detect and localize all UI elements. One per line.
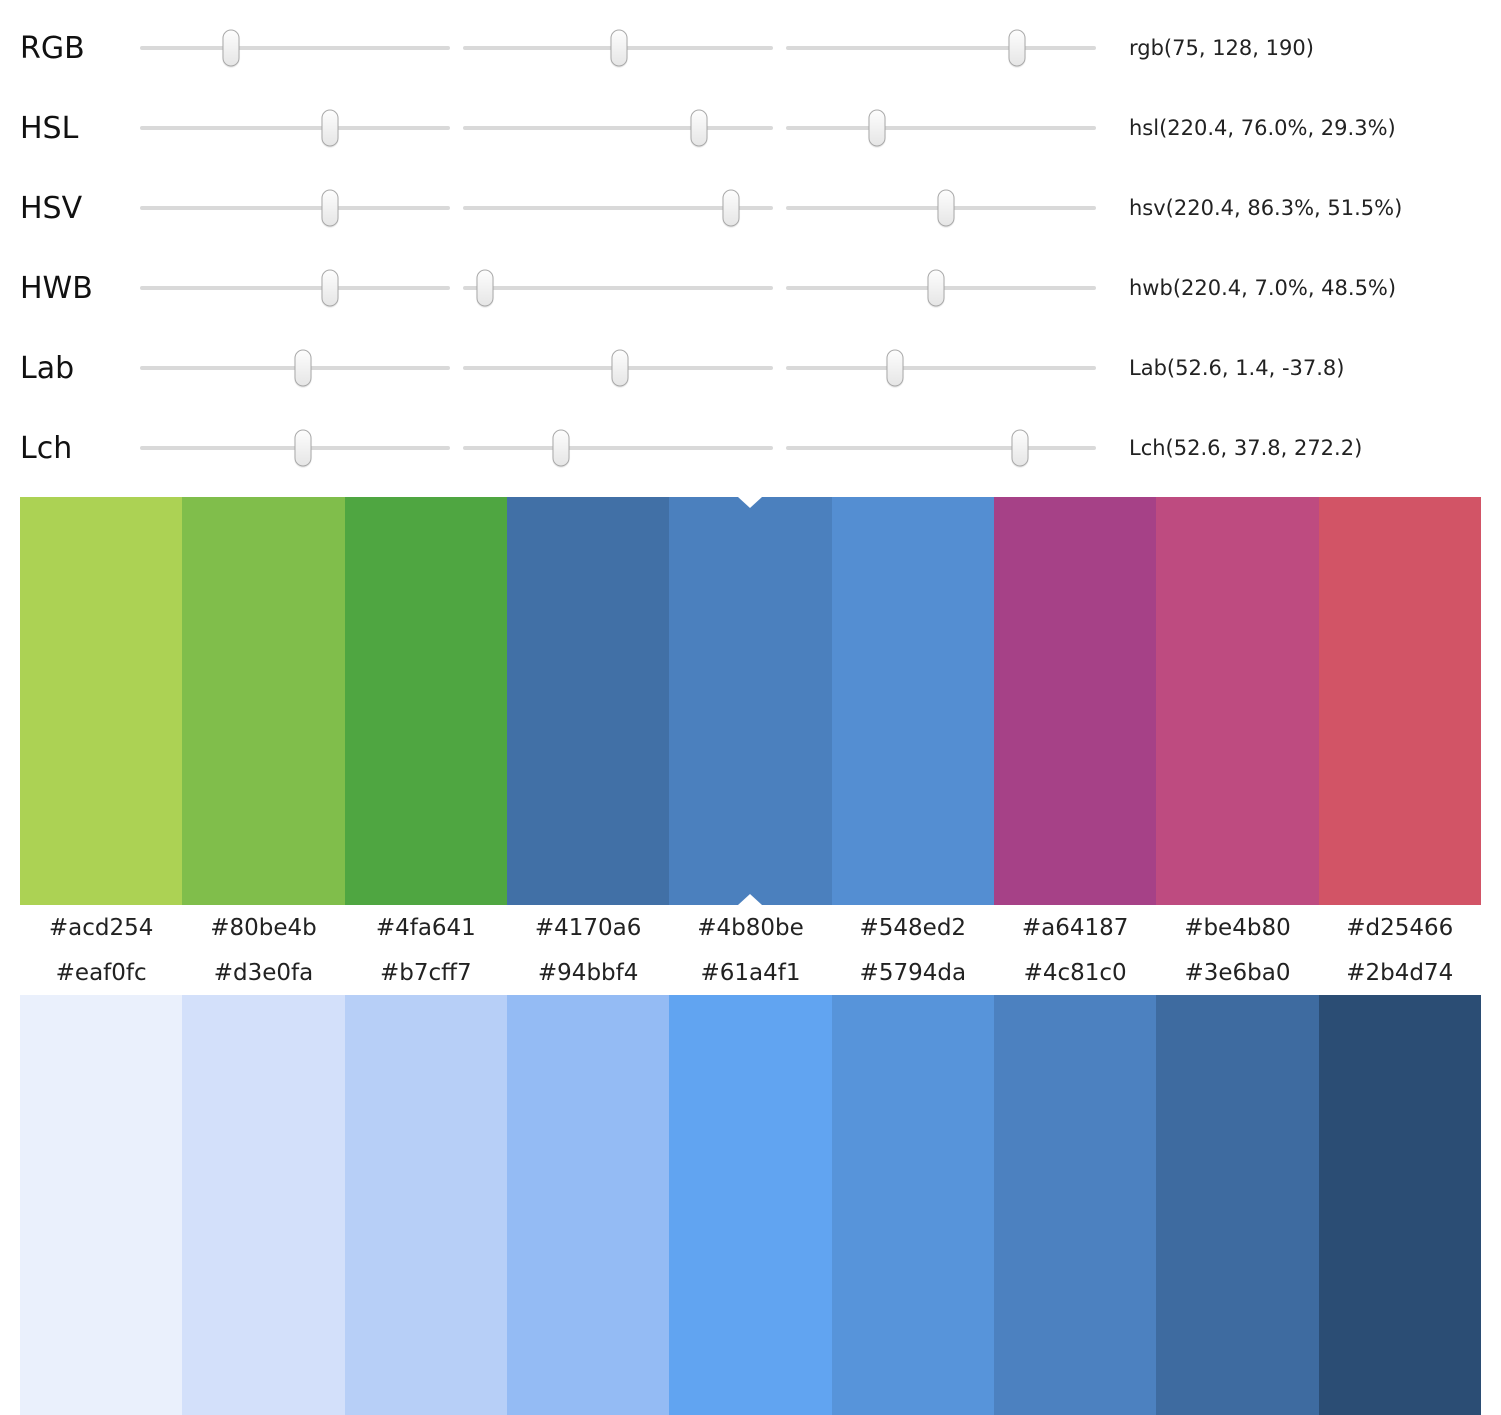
- slider-row-lab: Lab Lab(52.6, 1.4, -37.8): [0, 328, 1501, 408]
- hex-label: #acd254: [48, 914, 154, 941]
- hex-label: #61a4f1: [700, 959, 801, 986]
- hex-label: #4b80be: [697, 914, 804, 941]
- slider-thumb[interactable]: [294, 429, 312, 467]
- hsl-slider-l[interactable]: [786, 106, 1096, 150]
- hue-swatch[interactable]: [1318, 497, 1481, 905]
- slider-thumb[interactable]: [321, 269, 339, 307]
- hue-swatch[interactable]: [1156, 497, 1319, 905]
- lab-slider-l[interactable]: [140, 346, 450, 390]
- slider-thumb[interactable]: [886, 349, 904, 387]
- slider-thumb[interactable]: [868, 109, 886, 147]
- hex-label: #5794da: [859, 959, 967, 986]
- hwb-slider-h[interactable]: [140, 266, 450, 310]
- hex-label: #4c81c0: [1023, 959, 1127, 986]
- shade-swatch[interactable]: [669, 995, 832, 1415]
- slider-row-hsv: HSV hsv(220.4, 86.3%, 51.5%): [0, 168, 1501, 248]
- slider-thumb[interactable]: [1008, 29, 1026, 67]
- hex-label: #2b4d74: [1346, 959, 1454, 986]
- hwb-slider-b[interactable]: [786, 266, 1096, 310]
- hue-swatch[interactable]: [344, 497, 507, 905]
- hsv-value-text: hsv(220.4, 86.3%, 51.5%): [1129, 196, 1403, 220]
- hwb-value-text: hwb(220.4, 7.0%, 48.5%): [1129, 276, 1397, 300]
- hsv-slider-h[interactable]: [140, 186, 450, 230]
- hue-swatch[interactable]: [993, 497, 1157, 905]
- shade-hex-labels: #eaf0fc #d3e0fa #b7cff7 #94bbf4 #61a4f1 …: [20, 950, 1481, 995]
- hsl-label: HSL: [20, 110, 79, 146]
- lab-slider-b[interactable]: [786, 346, 1096, 390]
- slider-thumb[interactable]: [927, 269, 945, 307]
- slider-row-hwb: HWB hwb(220.4, 7.0%, 48.5%): [0, 248, 1501, 328]
- hex-label: #d3e0fa: [213, 959, 314, 986]
- hsl-slider-s[interactable]: [463, 106, 773, 150]
- hex-label: #4170a6: [534, 914, 642, 941]
- lab-slider-a[interactable]: [463, 346, 773, 390]
- hex-label: #eaf0fc: [55, 959, 147, 986]
- shade-palette: [20, 995, 1481, 1415]
- shade-swatch[interactable]: [1318, 995, 1481, 1415]
- lab-label: Lab: [20, 350, 75, 386]
- hsv-label: HSV: [20, 190, 83, 226]
- hue-palette: [20, 497, 1481, 905]
- lab-value-text: Lab(52.6, 1.4, -37.8): [1129, 356, 1345, 380]
- slider-row-rgb: RGB rgb(75, 128, 190): [0, 8, 1501, 88]
- color-sliders-panel: RGB rgb(75, 128, 190) HSL hsl(220.4, 76.…: [0, 0, 1501, 488]
- slider-thumb[interactable]: [1011, 429, 1029, 467]
- slider-thumb[interactable]: [722, 189, 740, 227]
- slider-thumb[interactable]: [294, 349, 312, 387]
- lch-slider-l[interactable]: [140, 426, 450, 470]
- lch-label: Lch: [20, 430, 73, 466]
- hex-label: #3e6ba0: [1184, 959, 1291, 986]
- hex-label: #be4b80: [1184, 914, 1291, 941]
- hex-label: #b7cff7: [380, 959, 472, 986]
- hue-swatch-selected[interactable]: [669, 497, 832, 905]
- hue-swatch[interactable]: [506, 497, 670, 905]
- shade-swatch[interactable]: [20, 995, 183, 1415]
- lch-value-text: Lch(52.6, 37.8, 272.2): [1129, 436, 1363, 460]
- rgb-slider-r[interactable]: [140, 26, 450, 70]
- slider-row-hsl: HSL hsl(220.4, 76.0%, 29.3%): [0, 88, 1501, 168]
- shade-swatch[interactable]: [1156, 995, 1319, 1415]
- hsl-slider-h[interactable]: [140, 106, 450, 150]
- hex-label: #d25466: [1346, 914, 1454, 941]
- slider-thumb[interactable]: [610, 29, 628, 67]
- hue-swatch[interactable]: [831, 497, 994, 905]
- slider-thumb[interactable]: [222, 29, 240, 67]
- shade-swatch[interactable]: [506, 995, 670, 1415]
- slider-thumb[interactable]: [690, 109, 708, 147]
- rgb-label: RGB: [20, 30, 85, 66]
- hue-swatch[interactable]: [182, 497, 345, 905]
- shade-swatch[interactable]: [831, 995, 994, 1415]
- hwb-slider-w[interactable]: [463, 266, 773, 310]
- slider-row-lch: Lch Lch(52.6, 37.8, 272.2): [0, 408, 1501, 488]
- hsv-slider-v[interactable]: [786, 186, 1096, 230]
- shade-swatch[interactable]: [344, 995, 507, 1415]
- hue-swatch[interactable]: [20, 497, 183, 905]
- lch-slider-c[interactable]: [463, 426, 773, 470]
- slider-thumb[interactable]: [937, 189, 955, 227]
- hex-label: #4fa641: [375, 914, 476, 941]
- hsl-value-text: hsl(220.4, 76.0%, 29.3%): [1129, 116, 1396, 140]
- hsv-slider-s[interactable]: [463, 186, 773, 230]
- hex-label: #94bbf4: [537, 959, 639, 986]
- rgb-slider-g[interactable]: [463, 26, 773, 70]
- rgb-value-text: rgb(75, 128, 190): [1129, 36, 1314, 60]
- slider-thumb[interactable]: [321, 109, 339, 147]
- hex-label: #a64187: [1021, 914, 1129, 941]
- slider-thumb[interactable]: [476, 269, 494, 307]
- hex-label: #548ed2: [859, 914, 967, 941]
- hwb-label: HWB: [20, 270, 93, 306]
- rgb-slider-b[interactable]: [786, 26, 1096, 70]
- hue-hex-labels: #acd254 #80be4b #4fa641 #4170a6 #4b80be …: [20, 905, 1481, 950]
- slider-thumb[interactable]: [611, 349, 629, 387]
- lch-slider-h[interactable]: [786, 426, 1096, 470]
- shade-swatch[interactable]: [993, 995, 1157, 1415]
- slider-thumb[interactable]: [321, 189, 339, 227]
- slider-thumb[interactable]: [552, 429, 570, 467]
- hex-label: #80be4b: [210, 914, 317, 941]
- shade-swatch[interactable]: [182, 995, 345, 1415]
